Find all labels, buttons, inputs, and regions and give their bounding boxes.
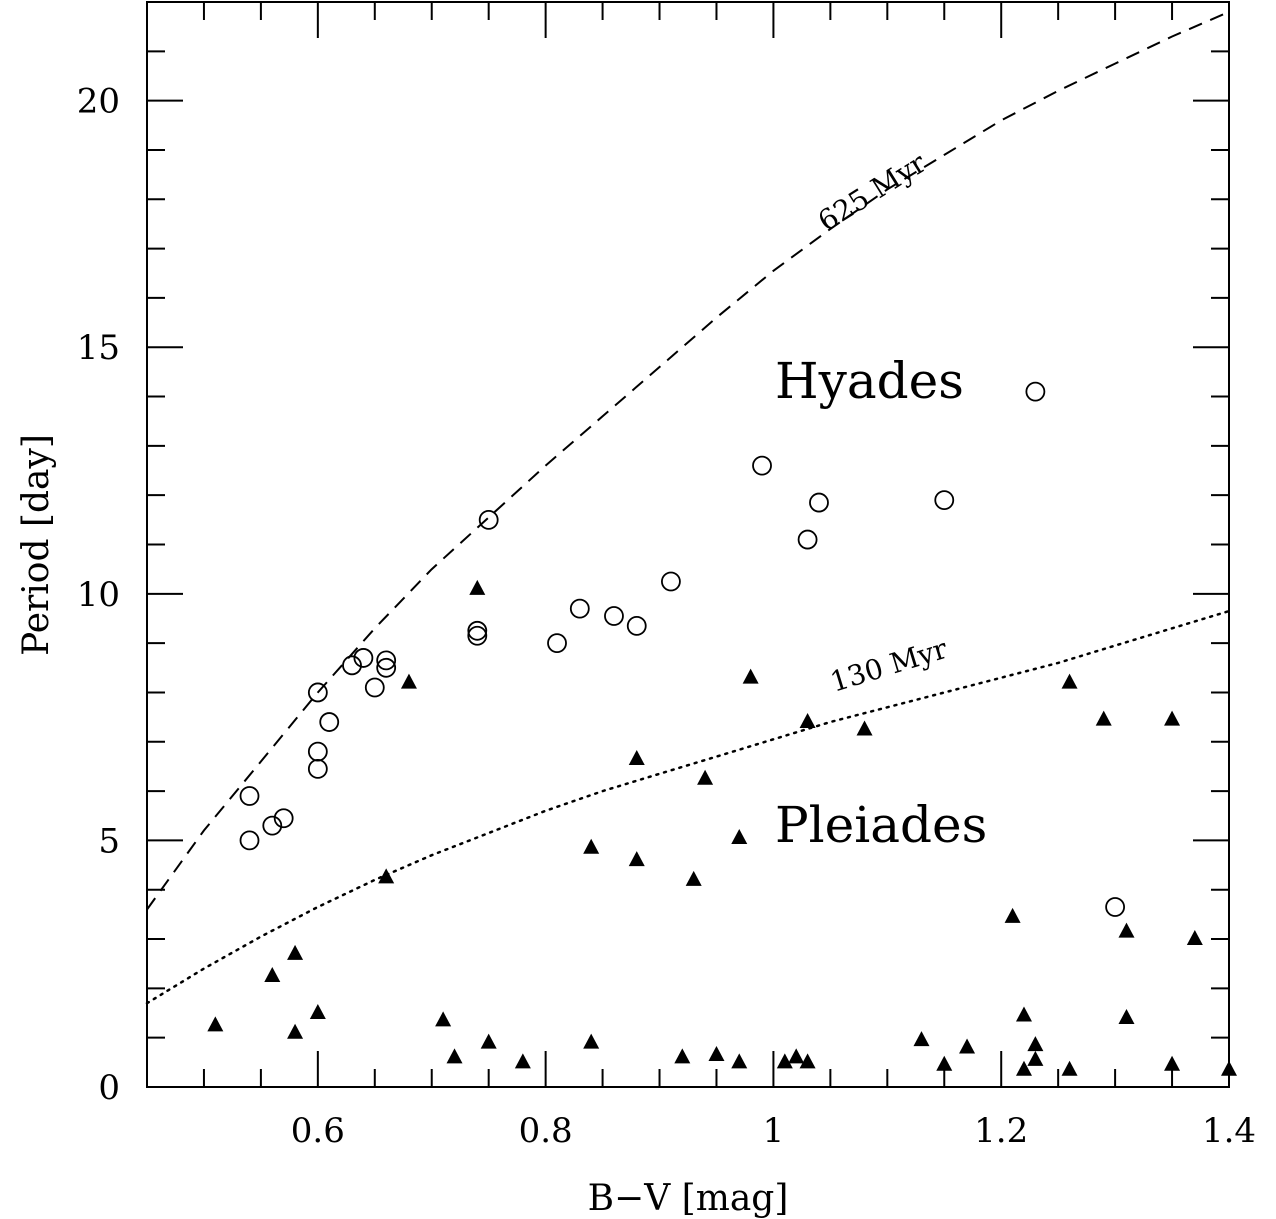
- pleiades-label: Pleiades: [775, 796, 987, 854]
- pleiades-point: [287, 944, 304, 960]
- pleiades-point: [913, 1031, 930, 1047]
- hyades-point: [547, 633, 567, 654]
- pleiades-point: [799, 1053, 816, 1069]
- hyades-point: [752, 455, 772, 476]
- pleiades-point: [1186, 930, 1203, 946]
- pleiades-point: [1027, 1036, 1044, 1052]
- hyades-label: Hyades: [775, 352, 964, 410]
- pleiades-point: [480, 1033, 497, 1049]
- hyades-point: [604, 606, 624, 626]
- y-axis-label: Period [day]: [16, 434, 57, 656]
- pleiades-point: [742, 668, 759, 684]
- hyades-point: [467, 620, 488, 641]
- hyades-point: [239, 786, 260, 806]
- pleiades-point: [856, 720, 873, 736]
- pleiades-point: [628, 851, 645, 867]
- pleiades-point: [731, 1053, 748, 1069]
- y-tick-label: 10: [77, 575, 120, 615]
- pleiades-point: [674, 1048, 691, 1064]
- curve-130-myr: [145, 609, 1231, 1005]
- pleiades-point: [731, 828, 748, 844]
- pleiades-point: [788, 1048, 805, 1064]
- pleiades-point: [959, 1038, 976, 1054]
- curve-130-label: 130 Myr: [826, 632, 951, 699]
- pleiades-point: [207, 1016, 224, 1032]
- plot-frame: [146, 1, 1230, 1088]
- pleiades-point: [1015, 1060, 1032, 1076]
- pleiades-point: [936, 1055, 953, 1071]
- hyades-point: [467, 625, 488, 646]
- pleiades-point: [1015, 1006, 1032, 1022]
- x-tick-label: 1.4: [1202, 1111, 1256, 1151]
- pleiades-point: [1027, 1050, 1044, 1066]
- hyades-point: [934, 490, 955, 511]
- pleiades-point: [469, 579, 486, 595]
- y-tick-label: 20: [77, 82, 120, 122]
- hyades-point: [478, 509, 499, 530]
- pleiades-point: [446, 1048, 463, 1064]
- pleiades-point: [1061, 1060, 1078, 1076]
- pleiades-point: [708, 1045, 725, 1061]
- pleiades-point: [628, 750, 645, 766]
- hyades-point: [307, 682, 328, 703]
- hyades-point: [569, 598, 590, 619]
- pleiades-point: [1221, 1060, 1237, 1076]
- hyades-point: [376, 657, 397, 678]
- x-axis-label: B−V [mag]: [588, 1178, 789, 1219]
- pleiades-point: [1061, 673, 1078, 689]
- pleiades-point: [776, 1053, 793, 1069]
- y-tick-label: 5: [98, 821, 120, 861]
- pleiades-point: [1004, 907, 1021, 923]
- axis-ticks: [146, 1, 1230, 1088]
- x-tick-label: 1: [763, 1111, 785, 1151]
- pleiades-point: [697, 769, 714, 785]
- hyades-point: [364, 677, 385, 698]
- curve-625-myr: [146, 10, 1230, 911]
- pleiades-point: [583, 838, 600, 854]
- tick-labels: 0.6 0.8 1 1.2 1.4 0 5 10 15 20: [77, 82, 1256, 1151]
- pleiades-point: [1164, 710, 1181, 726]
- pleiades-point: [378, 868, 395, 884]
- hyades-point: [1025, 381, 1046, 402]
- curve-625-label: 625 Myr: [812, 146, 932, 238]
- pleiades-point: [1118, 1008, 1135, 1024]
- data-points: [207, 381, 1237, 1076]
- y-tick-label: 15: [77, 328, 120, 368]
- pleiades-point: [400, 673, 417, 689]
- hyades-point: [273, 808, 294, 829]
- x-tick-label: 0.6: [291, 1111, 345, 1151]
- hyades-point: [319, 712, 340, 732]
- x-tick-label: 0.8: [519, 1111, 573, 1151]
- hyades-point: [1105, 897, 1126, 917]
- hyades-point: [809, 492, 829, 513]
- hyades-point: [307, 741, 328, 762]
- pleiades-point: [1118, 922, 1135, 938]
- pleiades-point: [264, 967, 281, 983]
- hyades-point: [626, 615, 647, 636]
- hyades-point: [353, 648, 374, 668]
- y-tick-label: 0: [98, 1068, 120, 1108]
- pleiades-point: [685, 870, 702, 886]
- pleiades-point: [287, 1023, 304, 1039]
- pleiades-point: [799, 713, 816, 729]
- hyades-point: [661, 571, 681, 592]
- pleiades-point: [1095, 710, 1112, 726]
- pleiades-point: [583, 1033, 600, 1049]
- hyades-point: [376, 650, 397, 671]
- hyades-point: [307, 758, 328, 779]
- pleiades-point: [435, 1011, 452, 1027]
- pleiades-point: [514, 1053, 531, 1069]
- hyades-point: [262, 815, 283, 836]
- isochrone-curves: [145, 10, 1231, 1005]
- hyades-point: [797, 529, 818, 550]
- hyades-point: [239, 830, 260, 851]
- x-tick-label: 1.2: [974, 1111, 1028, 1151]
- pleiades-point: [1164, 1055, 1181, 1071]
- pleiades-point: [309, 1004, 326, 1020]
- hyades-point: [342, 655, 362, 676]
